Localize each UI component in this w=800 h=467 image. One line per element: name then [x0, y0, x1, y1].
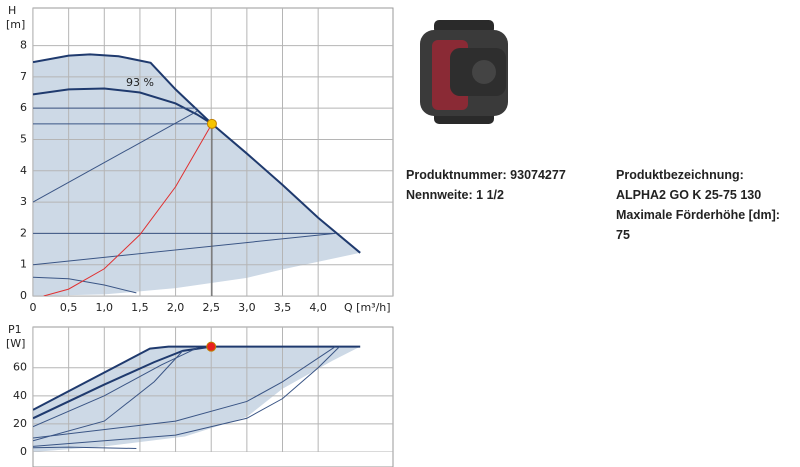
y-axis-label: P1	[8, 323, 22, 336]
area	[33, 54, 361, 296]
pump-image	[420, 20, 508, 124]
y-tick-label: 0	[20, 289, 27, 302]
designation-label: Produktbezeichnung:	[616, 168, 744, 182]
y-axis-unit: [W]	[6, 337, 25, 350]
curve	[43, 123, 213, 296]
curve	[33, 446, 137, 449]
y-tick-label: 3	[20, 195, 27, 208]
y-tick-label: 20	[13, 417, 27, 430]
curve	[33, 347, 198, 428]
y-tick-label: 4	[20, 164, 27, 177]
x-tick-label: 0	[30, 301, 37, 314]
x-tick-label: 3,5	[274, 301, 292, 314]
operating-point	[206, 341, 217, 352]
curve	[33, 87, 213, 125]
product-number: Produktnummer: 93074277	[406, 168, 566, 182]
designation: ALPHA2 GO K 25-75 130	[616, 188, 762, 202]
product-right: Produktbezeichnung: ALPHA2 GO K 25-75 13…	[616, 165, 780, 245]
curve	[33, 110, 198, 203]
curve	[33, 53, 361, 254]
x-tick-label: 2,5	[202, 301, 220, 314]
y-tick-label: 8	[20, 39, 27, 52]
x-tick-label: 0,5	[60, 301, 78, 314]
y-tick-label: 7	[20, 70, 27, 83]
x-axis-label: Q [m³/h]	[344, 301, 391, 314]
x-tick-label: 1,0	[96, 301, 114, 314]
curve	[33, 345, 361, 411]
y-tick-label: 0	[20, 445, 27, 458]
x-tick-label: 2,0	[167, 301, 185, 314]
y-axis-label: H	[8, 4, 16, 17]
area	[33, 346, 361, 452]
curve	[33, 276, 137, 294]
y-tick-label: 5	[20, 132, 27, 145]
x-tick-label: 4,0	[309, 301, 327, 314]
x-tick-label: 3,0	[238, 301, 256, 314]
y-tick-label: 6	[20, 101, 27, 114]
product-left: Produktnummer: 93074277 Nennweite: 1 1/2	[406, 165, 566, 205]
curve	[33, 345, 212, 420]
x-tick-label: 1,5	[131, 301, 149, 314]
y-tick-label: 60	[13, 361, 27, 374]
operating-point	[206, 118, 217, 129]
plot-area	[33, 327, 393, 452]
curve	[33, 346, 336, 439]
y-tick-label: 2	[20, 226, 27, 239]
product-nominal: Nennweite: 1 1/2	[406, 188, 504, 202]
max-head: 75	[616, 228, 630, 242]
y-axis-unit: [m]	[6, 18, 25, 31]
curve	[33, 350, 184, 442]
y-tick-label: 40	[13, 389, 27, 402]
plot-area	[33, 8, 393, 296]
max-head-label: Maximale Förderhöhe [dm]:	[616, 208, 780, 222]
curve	[33, 232, 336, 266]
y-tick-label: 1	[20, 258, 27, 271]
curve	[33, 346, 340, 447]
annotation: 93 %	[126, 76, 154, 89]
